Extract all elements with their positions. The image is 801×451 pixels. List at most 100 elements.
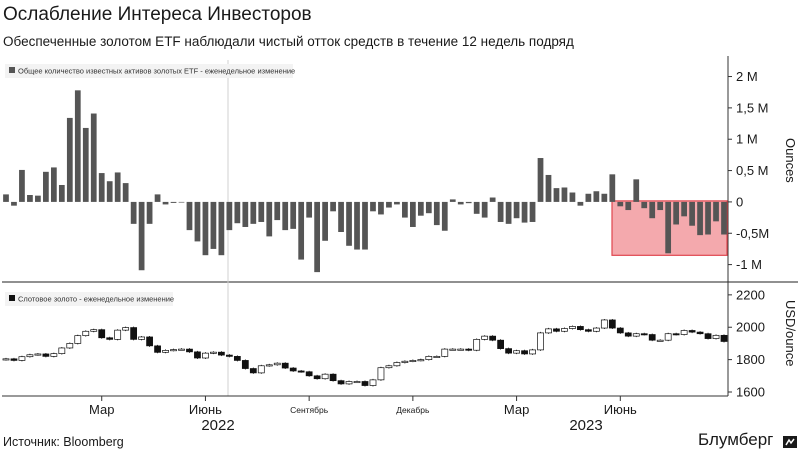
gold-candle bbox=[624, 332, 632, 337]
etf-flow-bar bbox=[505, 201, 512, 224]
etf-legend-label: Общее количество известных активов золот… bbox=[18, 67, 295, 76]
gold-candle bbox=[393, 362, 401, 367]
gold-candle bbox=[98, 329, 106, 339]
brand-logo: Блумберг bbox=[698, 430, 774, 449]
gold-candle bbox=[417, 359, 425, 362]
gold-candle bbox=[265, 364, 273, 367]
etf-flow-bar bbox=[681, 201, 687, 217]
etf-flows-panel: 2 M 1,5 M 1 M 0,5 M 0 -0,5M -1 M Ounces Общее ко… bbox=[2, 56, 798, 283]
x-tick-label: Декабрь bbox=[396, 405, 430, 415]
etf-flow-bar bbox=[513, 201, 520, 219]
gold-candle bbox=[505, 348, 512, 354]
gold-candle bbox=[233, 356, 241, 361]
etf-flow-bar bbox=[497, 201, 504, 222]
etf-flow-bar bbox=[449, 199, 456, 202]
gold-candle bbox=[273, 362, 281, 366]
etf-flow-bar bbox=[417, 201, 424, 216]
etf-flow-bar bbox=[314, 201, 320, 273]
etf-flow-bar bbox=[441, 201, 448, 231]
x-year-label: 2022 bbox=[201, 417, 234, 430]
gold-candle bbox=[648, 334, 656, 341]
gold-candle bbox=[106, 337, 114, 340]
gold-legend-swatch bbox=[9, 295, 15, 301]
etf-flow-bar bbox=[545, 174, 552, 202]
gold-candle bbox=[640, 333, 648, 336]
etf-flow-bar bbox=[114, 172, 121, 202]
etf-flow-bar bbox=[521, 201, 528, 223]
etf-flow-bar bbox=[402, 201, 408, 218]
gold-candle bbox=[138, 336, 145, 340]
etf-flow-bar bbox=[673, 201, 680, 225]
gold-candle bbox=[688, 330, 696, 333]
etf-flow-bar bbox=[90, 113, 97, 202]
etf-flow-bar bbox=[43, 171, 49, 202]
gold-candle bbox=[289, 367, 297, 372]
etf-flow-bar bbox=[657, 201, 664, 211]
etf-flow-bar bbox=[3, 194, 9, 202]
x-year-label: 2023 bbox=[569, 417, 602, 430]
gold-y-tick-label: 2200 bbox=[736, 287, 765, 302]
chart-subtitle: Обеспеченные золотом ETF наблюдали чисты… bbox=[3, 34, 574, 49]
gold-candle bbox=[481, 335, 489, 340]
gold-candle bbox=[720, 334, 728, 342]
gold-candle bbox=[584, 329, 592, 332]
etf-flow-bar bbox=[553, 188, 560, 202]
gold-candle bbox=[337, 380, 345, 385]
gold-candle bbox=[210, 351, 217, 354]
etf-flow-bar bbox=[194, 201, 201, 242]
gold-candle bbox=[377, 367, 385, 381]
gold-candle bbox=[632, 333, 640, 337]
x-tick-label: Сентябрь bbox=[290, 405, 329, 415]
gold-candle bbox=[616, 327, 624, 334]
etf-flow-bar bbox=[713, 201, 719, 222]
gold-candle bbox=[186, 348, 193, 353]
gold-candle bbox=[385, 365, 393, 369]
etf-flow-bar bbox=[330, 201, 336, 212]
etf-flow-bar bbox=[162, 201, 169, 205]
etf-flow-bar bbox=[561, 187, 568, 202]
gold-candle bbox=[553, 328, 560, 332]
gold-candle bbox=[513, 350, 520, 354]
gold-candle bbox=[321, 373, 329, 380]
etf-y-tick-label: 1,5 M bbox=[736, 100, 769, 115]
etf-flow-bar bbox=[186, 201, 193, 231]
gold-candle bbox=[672, 333, 680, 336]
etf-flow-bar bbox=[282, 201, 289, 231]
gold-candle bbox=[154, 345, 161, 353]
etf-flow-bar bbox=[601, 193, 608, 202]
etf-flow-bar bbox=[721, 201, 727, 235]
gold-candle bbox=[345, 381, 353, 385]
etf-flow-bar bbox=[146, 201, 153, 224]
etf-flow-bar bbox=[665, 201, 672, 254]
gold-candle bbox=[305, 371, 313, 377]
gold-candle bbox=[425, 356, 433, 360]
gold-candle bbox=[74, 335, 82, 344]
gold-candle bbox=[249, 368, 257, 374]
chart-title: Ослабление Интереса Инвесторов bbox=[3, 4, 312, 25]
gold-candle bbox=[130, 327, 138, 340]
gold-candle bbox=[50, 353, 58, 357]
x-tick-label: Мар bbox=[89, 402, 114, 417]
etf-flow-bar bbox=[465, 201, 472, 204]
etf-flow-bar bbox=[138, 201, 145, 271]
etf-flow-bar bbox=[250, 201, 257, 224]
gold-legend-bg bbox=[5, 292, 173, 306]
gold-y-tick-label: 2000 bbox=[736, 320, 765, 335]
gold-candle bbox=[489, 335, 497, 341]
etf-y-tick-label: 2 M bbox=[736, 69, 758, 84]
gold-candle bbox=[18, 356, 26, 361]
gold-y-tick-label: 1800 bbox=[736, 352, 765, 367]
gold-candle bbox=[313, 375, 321, 380]
etf-flow-bar bbox=[338, 201, 344, 232]
gold-candle bbox=[178, 348, 185, 351]
source-note: Источник: Bloomberg bbox=[3, 435, 124, 449]
gold-candle bbox=[704, 333, 712, 339]
etf-y-axis-label: Ounces bbox=[783, 138, 798, 183]
gold-candle bbox=[361, 381, 369, 386]
etf-flow-bar bbox=[170, 201, 177, 203]
etf-flow-bar bbox=[689, 201, 695, 226]
gold-candle bbox=[457, 348, 465, 351]
gold-y-tick-label: 1600 bbox=[736, 385, 765, 400]
etf-flow-bar bbox=[202, 201, 209, 256]
